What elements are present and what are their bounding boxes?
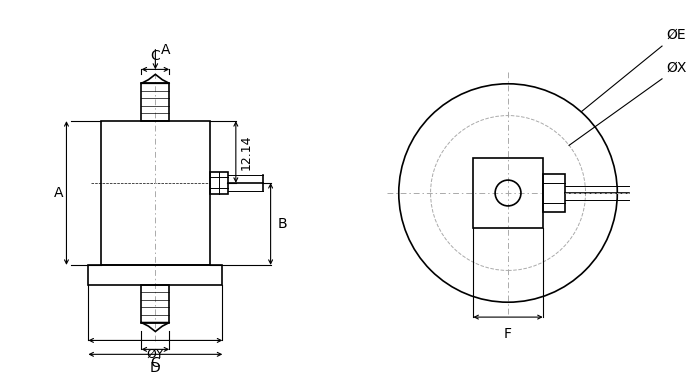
Text: B: B: [278, 217, 287, 231]
Text: A: A: [54, 186, 63, 200]
Text: 12.14: 12.14: [240, 134, 253, 170]
Text: C: C: [150, 49, 160, 63]
Bar: [141, 285, 169, 323]
Text: D: D: [150, 361, 161, 375]
Text: F: F: [504, 327, 512, 341]
Text: ØX: ØX: [666, 61, 686, 75]
Bar: [543, 174, 565, 212]
Bar: [88, 265, 222, 285]
Bar: [100, 121, 210, 265]
Text: ØY: ØY: [147, 347, 164, 361]
Bar: [141, 83, 169, 121]
Bar: [473, 158, 543, 228]
Text: A: A: [161, 42, 171, 56]
Bar: [210, 172, 228, 194]
Text: C: C: [150, 356, 160, 370]
Text: ØE: ØE: [666, 28, 685, 42]
